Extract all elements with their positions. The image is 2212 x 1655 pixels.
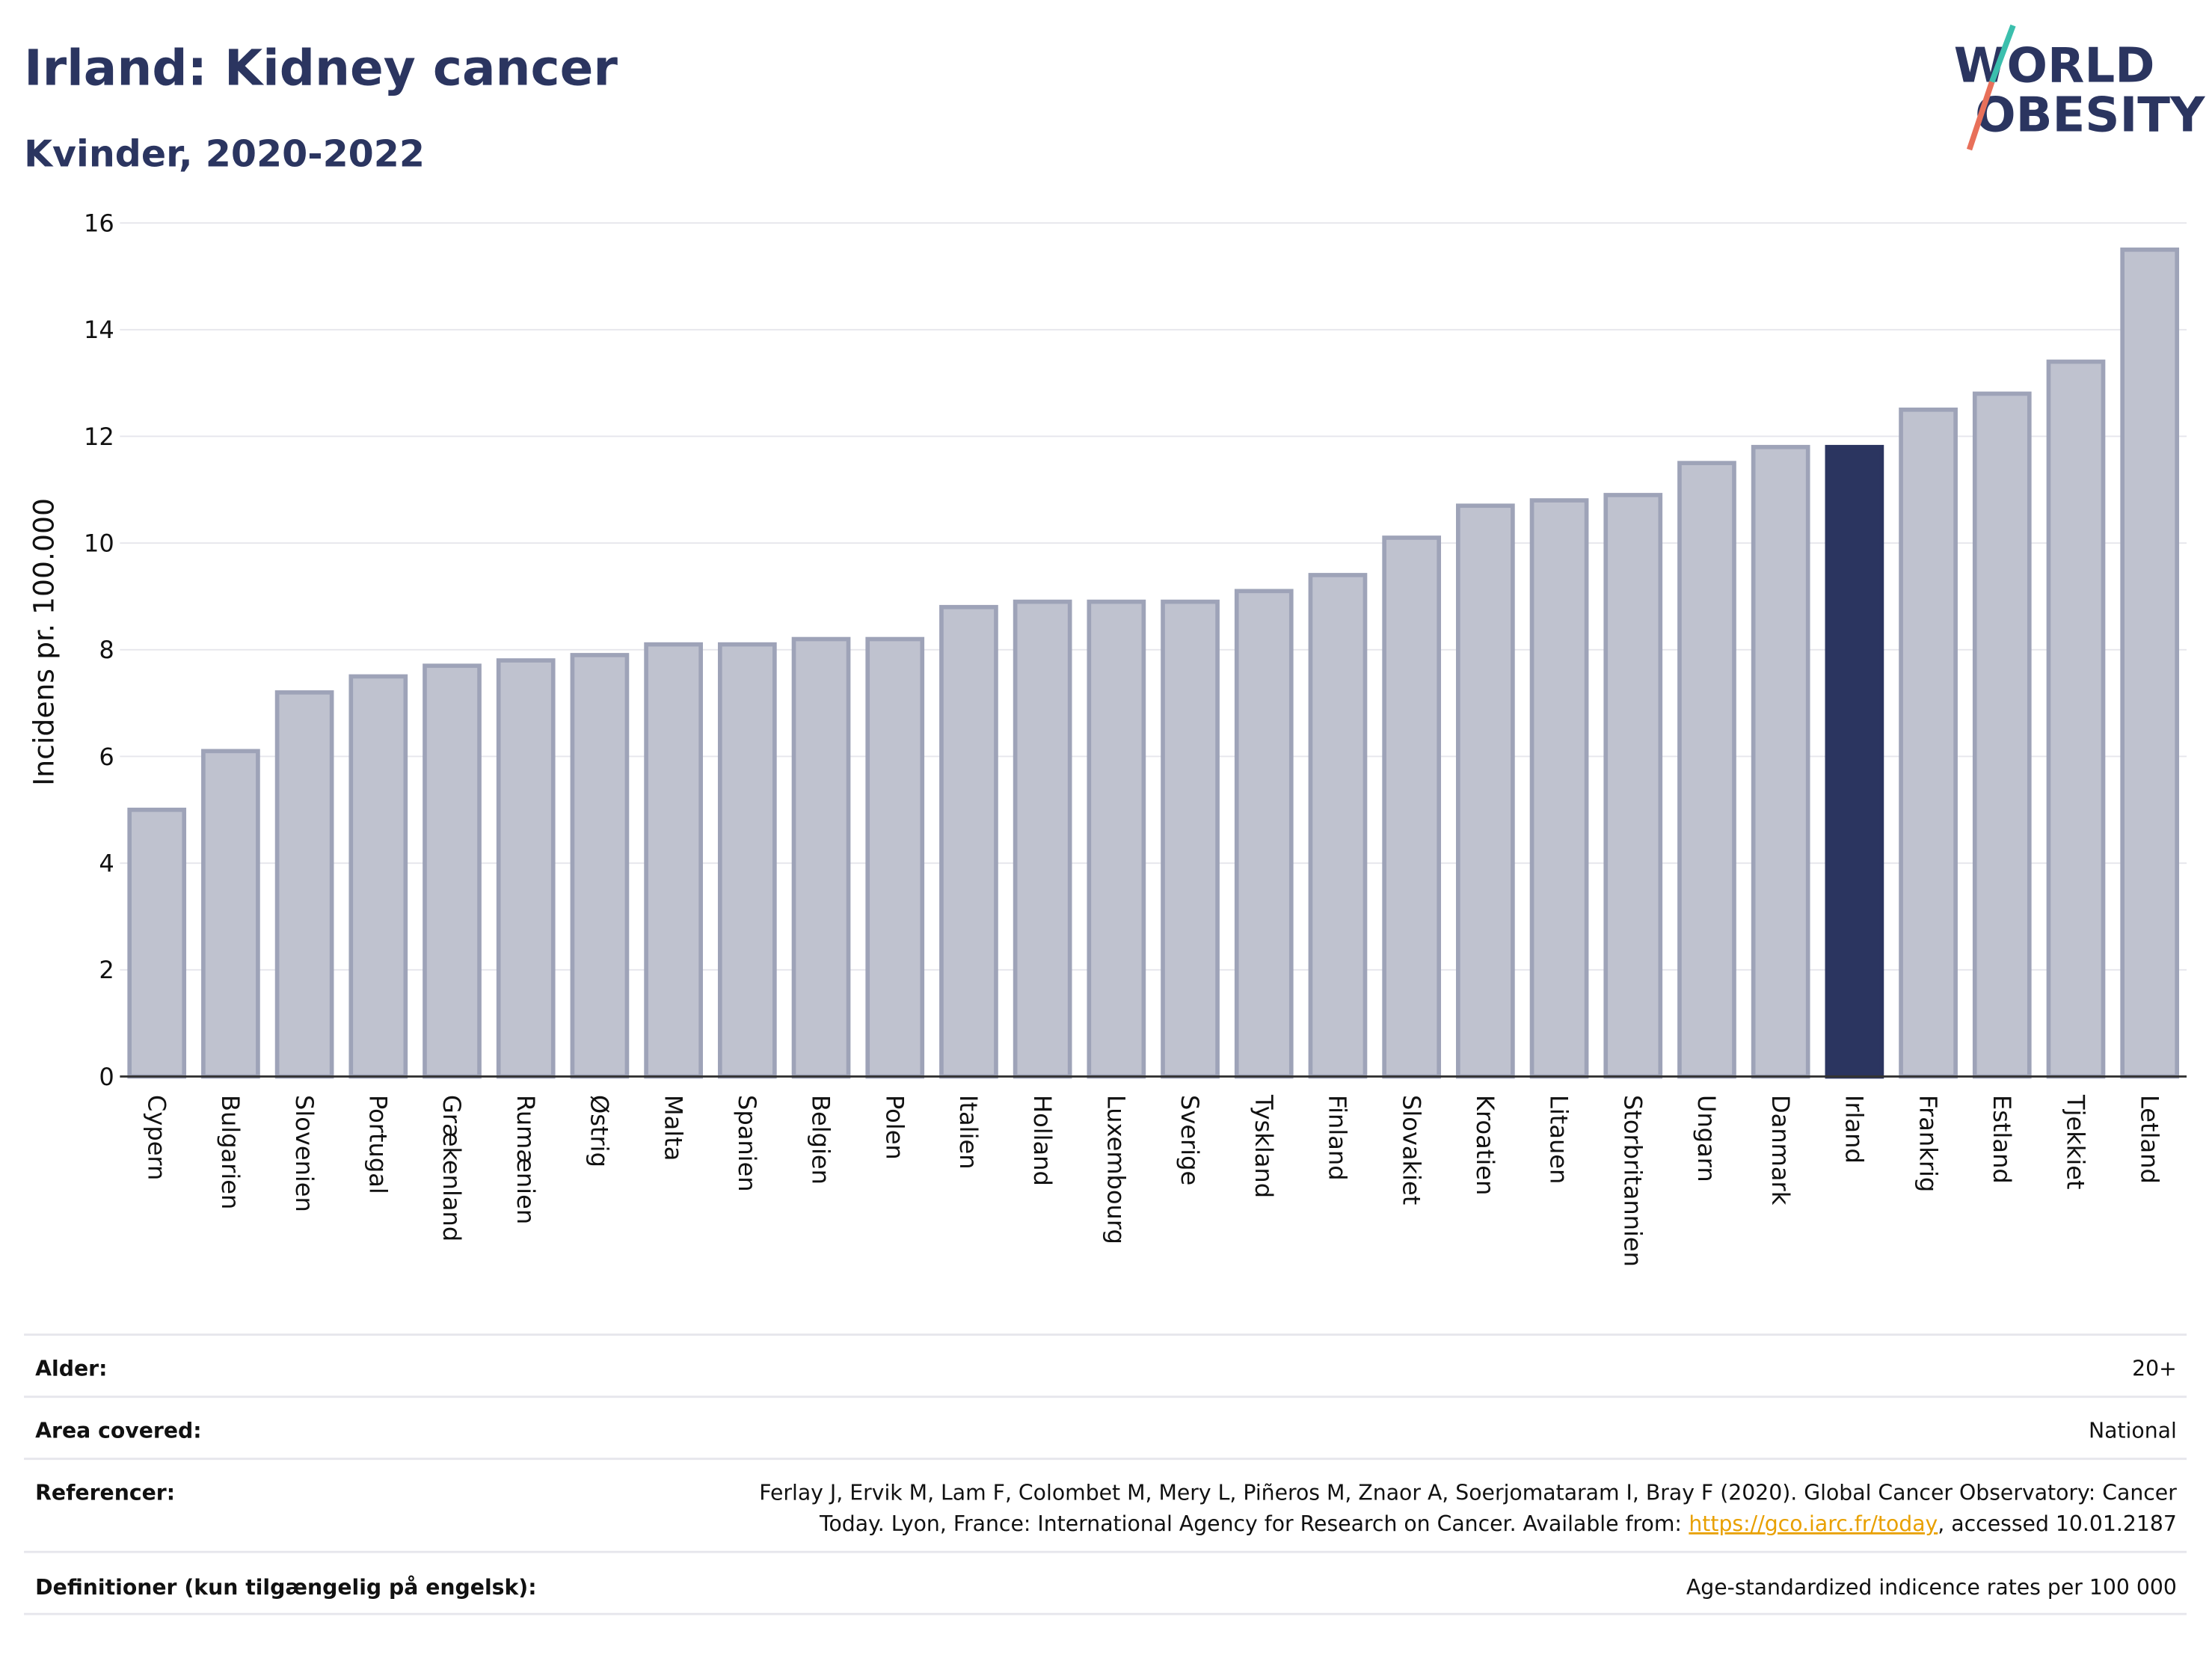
bar	[1603, 493, 1663, 1079]
x-tick-label: Rumænien	[511, 1095, 540, 1224]
x-tick-label: Litauen	[1545, 1095, 1573, 1184]
logo-slash	[1966, 81, 1995, 151]
x-tick-label: Tjekkiet	[2062, 1094, 2090, 1190]
bar	[1013, 599, 1072, 1079]
bar	[865, 636, 925, 1079]
bar	[348, 674, 408, 1079]
x-tick-label: Sverige	[1176, 1095, 1204, 1185]
x-tick-label: Belgien	[807, 1095, 835, 1185]
x-tick-label: Østrig	[586, 1095, 614, 1167]
x-tick-label: Bulgarien	[216, 1095, 245, 1209]
y-tick-label: 2	[99, 956, 114, 984]
x-tick-label: Slovakiet	[1397, 1095, 1425, 1205]
bar	[1677, 461, 1736, 1079]
bar	[570, 653, 630, 1079]
x-tick-label: Cypern	[142, 1095, 170, 1180]
bar	[644, 642, 703, 1079]
link[interactable]: https://gco.iarc.fr/today	[1689, 1511, 1938, 1536]
row-value: 20+	[2132, 1356, 2177, 1381]
info-table: Alder: 20+ Area covered: National Referencer…	[24, 1333, 2187, 1615]
x-tick-label: Letland	[2135, 1095, 2163, 1184]
row-label: Definitioner (kun tilgængelig på engelsk…	[35, 1575, 536, 1600]
chart-subtitle: Kvinder, 2020-2022	[24, 132, 425, 176]
y-tick-label: 0	[99, 1063, 114, 1091]
x-tick-label: Frankrig	[1914, 1095, 1942, 1192]
y-tick-label: 8	[99, 636, 114, 664]
x-tick-label: Finland	[1324, 1095, 1352, 1181]
y-axis-title: Incidens pr. 100.000	[28, 498, 61, 786]
logo-line: OBESITY	[1975, 87, 2206, 144]
x-tick-label: Irland	[1840, 1095, 1869, 1164]
bar	[201, 749, 260, 1079]
bar	[496, 658, 556, 1079]
bar	[2046, 359, 2106, 1079]
x-tick-label: Danmark	[1766, 1095, 1795, 1206]
row-value: Age-standardized indicence rates per 100…	[1686, 1575, 2177, 1600]
x-tick-label: Spanien	[733, 1095, 761, 1192]
bar	[1456, 503, 1515, 1079]
y-tick-label: 14	[84, 316, 114, 344]
x-tick-label: Grækenland	[437, 1095, 466, 1241]
y-tick-label: 16	[84, 209, 114, 237]
bar	[1161, 599, 1220, 1079]
row-value: Today. Lyon, France: International Agenc…	[819, 1511, 2177, 1536]
chart-title: Irland: Kidney cancer	[24, 39, 618, 96]
bar	[1529, 498, 1589, 1079]
row-label: Referencer:	[35, 1480, 175, 1505]
y-tick-label: 6	[99, 743, 114, 771]
x-tick-label: Polen	[880, 1095, 909, 1160]
x-tick-label: Kroatien	[1471, 1095, 1499, 1195]
y-tick-label: 10	[84, 529, 114, 557]
bar	[791, 636, 851, 1079]
bar	[1308, 573, 1368, 1079]
row-label: Alder:	[35, 1356, 107, 1381]
bar	[939, 604, 998, 1079]
row-value: National	[2089, 1418, 2177, 1443]
bar	[717, 642, 777, 1079]
x-tick-label: Luxembourg	[1102, 1095, 1131, 1244]
logo: WORLD OBESITY	[1954, 24, 2206, 151]
row-text: , accessed 10.01.2187	[1938, 1511, 2177, 1536]
x-tick-label: Storbritannien	[1618, 1095, 1647, 1267]
row-label: Area covered:	[35, 1418, 201, 1443]
row-text: Today. Lyon, France: International Agenc…	[819, 1511, 1682, 1536]
bar	[2120, 247, 2180, 1079]
x-tick-label: Italien	[954, 1095, 983, 1170]
y-tick-label: 4	[99, 849, 114, 877]
bar	[1825, 444, 1884, 1079]
x-tick-label: Slovenien	[290, 1095, 319, 1212]
bar	[1087, 599, 1146, 1079]
row-value: Ferlay J, Ervik M, Lam F, Colombet M, Me…	[759, 1480, 2177, 1505]
x-tick-label: Tyskland	[1250, 1094, 1278, 1198]
x-tick-label: Ungarn	[1692, 1095, 1721, 1182]
logo-line: WORLD	[1954, 37, 2155, 93]
x-tick-label: Malta	[659, 1095, 687, 1161]
bar	[274, 690, 334, 1079]
x-tick-label: Holland	[1028, 1095, 1057, 1186]
bar	[127, 807, 187, 1079]
bar	[1234, 589, 1294, 1079]
x-tick-label: Portugal	[363, 1095, 392, 1194]
bar	[1751, 444, 1810, 1079]
bar	[1382, 535, 1442, 1079]
logo-slash	[1989, 24, 2016, 83]
x-tick-label: Estland	[1988, 1095, 2016, 1184]
bar	[423, 663, 482, 1079]
y-tick-label: 12	[84, 423, 114, 451]
bar	[1899, 407, 1958, 1079]
bar	[1972, 391, 2032, 1079]
